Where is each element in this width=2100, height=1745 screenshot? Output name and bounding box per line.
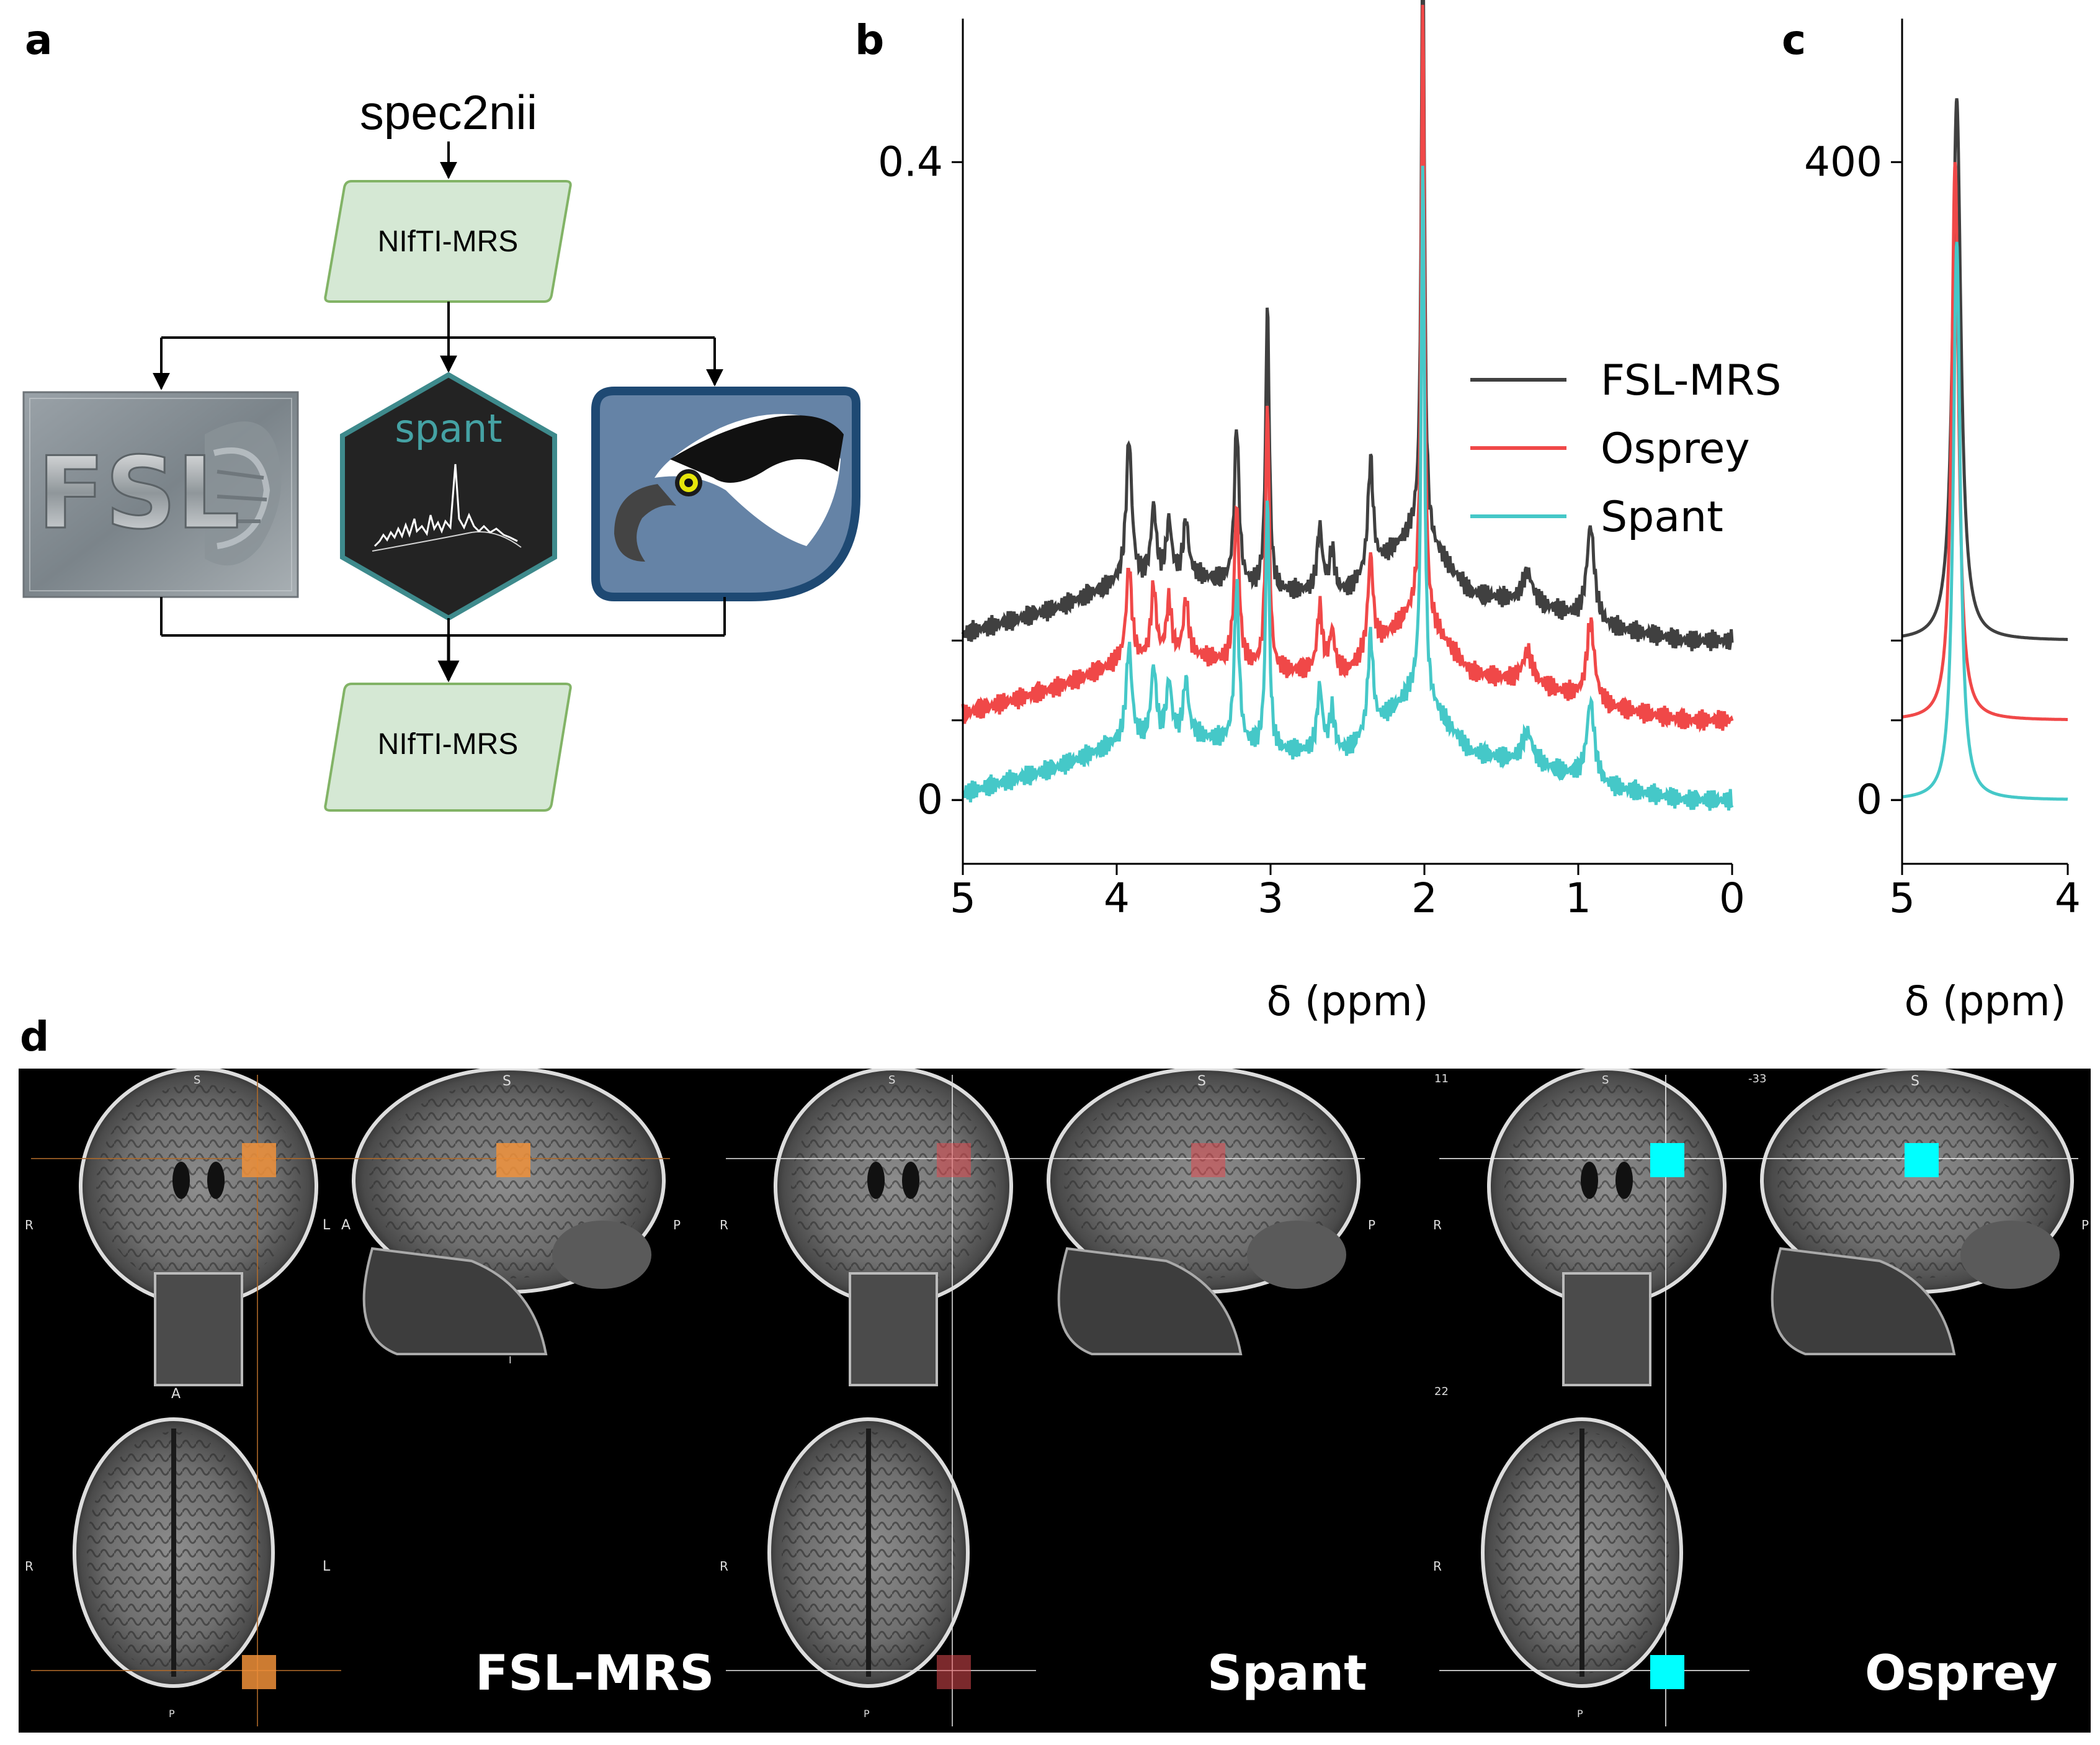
orientation-letter: S	[1197, 1074, 1206, 1089]
label-osprey: Osprey	[1865, 1646, 2058, 1702]
svg-text:spant: spant	[395, 406, 502, 451]
orientation-letter: A	[341, 1218, 351, 1233]
mri-images	[31, 1069, 2078, 1726]
legend-label: Osprey	[1601, 424, 1750, 473]
x-tick-label: 5	[950, 874, 976, 922]
panel-label-c: c	[1782, 16, 1807, 64]
voxel-marker	[1191, 1143, 1225, 1177]
panel-label-d: d	[20, 1013, 50, 1061]
nifti-box-top	[324, 180, 572, 303]
b-xlabel: δ (ppm)	[1267, 977, 1429, 1025]
x-tick-label: 5	[1889, 874, 1915, 922]
spec2nii-label: spec2nii	[359, 85, 538, 140]
svg-text:FSL: FSL	[37, 435, 239, 551]
series-line-osprey	[961, 4, 1734, 733]
series-line-fsl-mrs	[1901, 98, 2068, 641]
y-tick-label: 0.4	[878, 138, 943, 186]
x-tick-label: 0	[1719, 874, 1745, 922]
orientation-letter: S	[888, 1074, 896, 1087]
series-line-fsl-mrs	[961, 0, 1734, 652]
orientation-letter: A	[171, 1386, 181, 1402]
orientation-letter: S	[194, 1074, 201, 1087]
x-tick-label: 4	[1104, 874, 1130, 922]
voxel-marker	[1650, 1143, 1684, 1177]
orientation-letter: P	[1577, 1708, 1583, 1720]
orientation-letter: R	[720, 1218, 728, 1232]
fsl-trilobite-logo: FSL	[22, 391, 299, 598]
y-tick-label: 0	[917, 776, 943, 823]
orientation-letter: S	[1602, 1074, 1609, 1087]
series-line-osprey	[1901, 162, 2068, 721]
panel-label-b: b	[855, 16, 885, 64]
label-spant: Spant	[1207, 1646, 1367, 1702]
x-tick-label: 2	[1411, 874, 1437, 922]
mri-view-osprey	[1439, 1069, 2078, 1726]
voxel-marker	[242, 1655, 276, 1689]
orientation-letter: L	[323, 1218, 331, 1233]
nifti-bottom-label: NIfTI-MRS	[377, 728, 519, 761]
voxel-marker	[1905, 1143, 1939, 1177]
legend-b: FSL-MRS Osprey Spant	[1470, 356, 1781, 542]
label-fsl-mrs: FSL-MRS	[475, 1646, 715, 1702]
coord-axial: 22	[1434, 1385, 1449, 1398]
mri-view-fsl-mrs	[31, 1069, 670, 1726]
voxel-marker	[496, 1143, 530, 1177]
y-tick-label: 0	[1856, 776, 1882, 823]
voxel-marker	[937, 1143, 971, 1177]
panel-label-a: a	[25, 16, 53, 64]
x-tick-label: 3	[1258, 874, 1284, 922]
orientation-letter: P	[673, 1218, 681, 1232]
c-xlabel: δ (ppm)	[1905, 977, 2066, 1025]
osprey-bird-logo	[591, 387, 860, 601]
voxel-marker	[937, 1655, 971, 1689]
x-tick-label: 1	[1565, 874, 1591, 922]
mri-panel: FSL-MRS Spant Osprey 11 -33 22 S R S P R P S R S…	[19, 1069, 2091, 1733]
spectrum-chart-b: 0 0.4 5 4 3 2 1 0 δ (ppm) FSL-MRS Osprey Spant	[878, 0, 1781, 1025]
series-line-spant	[962, 166, 1734, 811]
orientation-letter: R	[25, 1559, 34, 1574]
orientation-letter: R	[720, 1559, 728, 1574]
orientation-letter: P	[864, 1708, 870, 1720]
legend-label: Spant	[1601, 493, 1723, 542]
orientation-letter: L	[323, 1559, 331, 1574]
orientation-letter: R	[1433, 1559, 1442, 1574]
nifti-top-label: NIfTI-MRS	[377, 225, 519, 258]
flowchart: FSL spant	[22, 141, 860, 812]
orientation-letter: I	[509, 1354, 512, 1366]
series-line-spant	[1901, 241, 2068, 801]
orientation-letter: P	[1368, 1218, 1376, 1232]
orientation-letter: P	[169, 1708, 175, 1720]
orientation-letter: S	[1911, 1074, 1919, 1089]
orientation-letter: P	[2081, 1218, 2089, 1232]
coord-top-right: -33	[1748, 1072, 1767, 1085]
voxel-marker	[242, 1143, 276, 1177]
orientation-letter: S	[503, 1074, 511, 1089]
x-tick-label: 4	[2055, 874, 2081, 922]
voxel-marker	[1650, 1655, 1684, 1689]
spectrum-chart-c: 0 400 5 4 δ (ppm)	[1804, 19, 2081, 1025]
coord-top-left: 11	[1434, 1072, 1449, 1085]
orientation-letter: R	[25, 1218, 34, 1232]
mri-view-spant	[726, 1069, 1365, 1726]
y-tick-label: 400	[1804, 138, 1882, 186]
nifti-box-bottom	[324, 683, 572, 812]
legend-label: FSL-MRS	[1601, 356, 1781, 405]
orientation-letter: R	[1433, 1218, 1442, 1232]
